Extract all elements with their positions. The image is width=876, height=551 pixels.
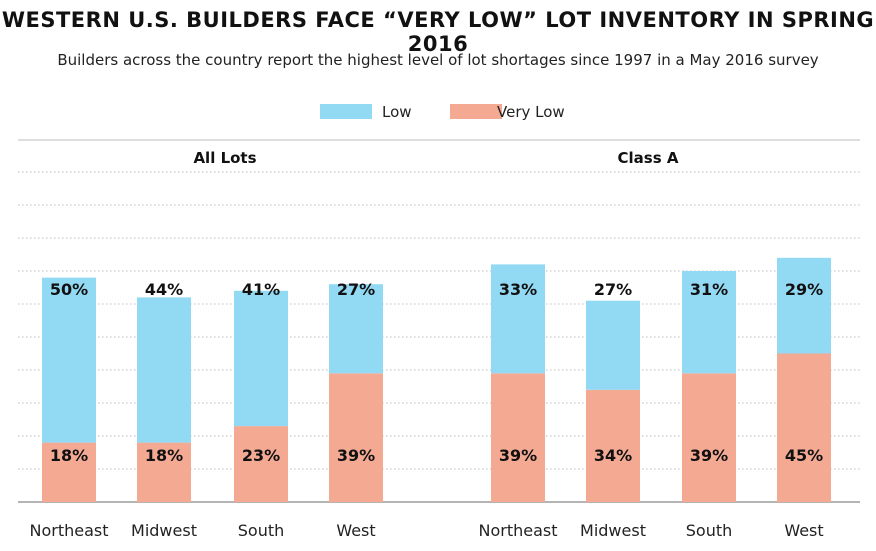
bar-low — [491, 264, 545, 374]
legend-swatch-low — [320, 104, 372, 119]
data-label-very-low: 39% — [337, 446, 375, 465]
bar-very-low — [682, 373, 736, 502]
x-tick-label: West — [336, 521, 375, 540]
data-label-very-low: 39% — [499, 446, 537, 465]
bar-low — [777, 257, 831, 354]
x-tick-label: Northeast — [29, 521, 108, 540]
data-label-very-low: 18% — [50, 446, 88, 465]
chart-subtitle: Builders across the country report the h… — [57, 51, 819, 69]
legend-label-low: Low — [382, 103, 412, 121]
bar-very-low — [777, 353, 831, 502]
data-label-very-low: 18% — [145, 446, 183, 465]
bar-very-low — [329, 373, 383, 502]
data-label-low: 41% — [242, 280, 280, 299]
bar-very-low — [137, 442, 191, 502]
bar-low — [682, 271, 736, 374]
bar-very-low — [234, 426, 288, 502]
data-label-low: 27% — [594, 280, 632, 299]
panel-title: Class A — [618, 149, 679, 167]
bar-low — [234, 290, 288, 427]
data-label-low: 44% — [145, 280, 183, 299]
panel-title: All Lots — [193, 149, 256, 167]
x-tick-label: Midwest — [131, 521, 197, 540]
data-label-very-low: 23% — [242, 446, 280, 465]
legend-swatch-very-low — [450, 104, 502, 119]
x-tick-label: Northeast — [478, 521, 557, 540]
bar-low — [137, 297, 191, 443]
x-tick-label: West — [784, 521, 823, 540]
data-label-low: 29% — [785, 280, 823, 299]
bar-low — [329, 284, 383, 374]
bar-low — [586, 300, 640, 390]
x-tick-label: Midwest — [580, 521, 646, 540]
x-tick-label: South — [686, 521, 733, 540]
legend-label-very-low: Very Low — [497, 103, 565, 121]
data-label-low: 27% — [337, 280, 375, 299]
x-tick-label: South — [238, 521, 285, 540]
bar-low — [42, 277, 96, 443]
data-label-very-low: 34% — [594, 446, 632, 465]
bar-very-low — [491, 373, 545, 502]
data-label-low: 33% — [499, 280, 537, 299]
data-label-low: 50% — [50, 280, 88, 299]
bar-very-low — [42, 442, 96, 502]
chart-title: WESTERN U.S. BUILDERS FACE “VERY LOW” LO… — [1, 8, 875, 56]
data-label-very-low: 45% — [785, 446, 823, 465]
data-label-very-low: 39% — [690, 446, 728, 465]
data-label-low: 31% — [690, 280, 728, 299]
bar-very-low — [586, 389, 640, 502]
